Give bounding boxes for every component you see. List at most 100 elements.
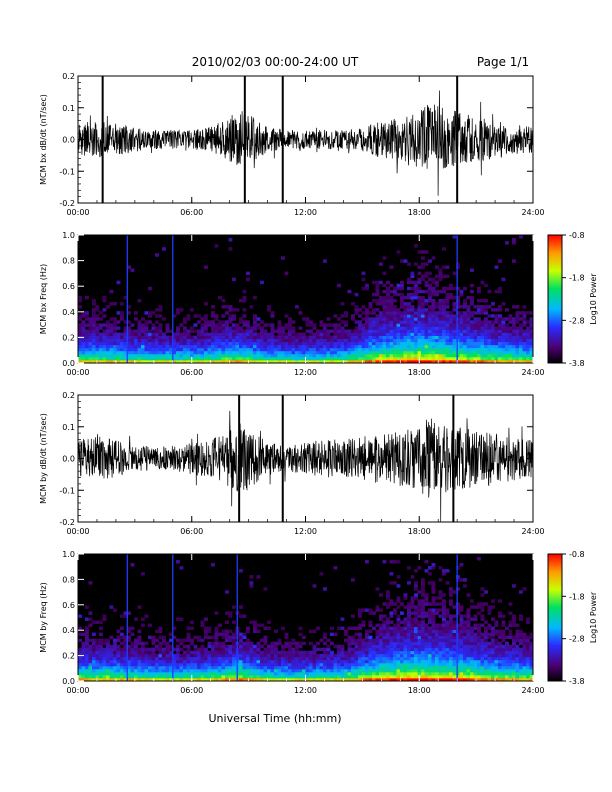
by-spectrogram-cell [239,668,243,673]
by-spectrogram-cell [526,635,530,640]
bx-spectrogram-cell [127,338,131,343]
by-spectrogram-cell [438,647,443,652]
bx-spectrogram-cell [400,320,404,324]
bx-spectrogram-cell [344,353,348,358]
by-spectrogram-cell [431,599,436,603]
bx-spectrogram-cell [480,350,485,355]
bx-spectrogram-cell [312,347,317,352]
by-spectrogram-cell [214,653,219,658]
bx-spectrogram-cell [526,350,530,355]
bx-spectrogram-cell [344,335,348,340]
by-spectrogram-cell [232,656,236,661]
bx-spectrogram-cell [473,317,478,321]
by-spectrogram-cell [319,668,324,673]
by-spectrogram-cell [309,659,313,664]
bx-spectrogram-image [78,235,534,364]
bx-spectrogram-cell [232,308,236,312]
bx-spectrogram-cell [501,356,506,361]
by-spectrogram-cell [459,647,464,652]
by-spectrogram-cell [470,644,474,649]
by-spectrogram-cell [442,569,446,573]
bx-spectrogram-cell [232,317,236,321]
by-spectrogram-cell [284,671,289,676]
bx-spectrogram-cell [400,292,404,297]
by-spectrogram-cell [480,677,485,682]
bx-spectrogram-cell [382,271,387,276]
bx-spectrogram-cell [403,305,408,309]
bx-spectrogram-cell [351,347,355,352]
by-spectrogram-cell [498,665,502,670]
by-spectrogram-cell [456,650,460,655]
bx-spectrogram-cbtick-label-2: -2.8 [569,316,585,325]
bx-spectrogram-cell [92,320,96,324]
by-spectrogram-cell [232,674,236,679]
by-spectrogram-cell [449,653,453,658]
by-spectrogram-cell [169,668,173,673]
by-spectrogram-cell [522,587,527,591]
bx-spectrogram-cell [487,314,492,318]
bx-spectrogram-cell [158,359,163,364]
bx-spectrogram-cell [284,338,289,343]
bx-spectrogram-cell [200,317,205,321]
bx-spectrogram-cell [487,356,492,361]
by-spectrogram-cell [431,629,436,634]
bx-spectrogram-cell [389,353,394,358]
bx-spectrogram-cell [487,335,492,340]
by-spectrogram-cell [410,656,415,661]
by-spectrogram-cell [165,653,170,658]
by-spectrogram-cell [95,671,100,676]
by-spectrogram-cell [340,668,345,673]
by-spectrogram-cell [375,671,380,676]
by-spectrogram-cell [183,677,187,682]
by-spectrogram-cell [88,617,93,621]
by-spectrogram-cell [249,656,254,661]
bx-spectrogram-cell [494,332,499,336]
by-spectrogram-cell [312,650,317,655]
bx-spectrogram-cell [498,347,502,352]
bx-spectrogram-cell [438,359,443,364]
by-spectrogram-cell [85,605,89,609]
bx-spectrogram-cell [130,341,135,346]
bx-spectrogram-cell [340,338,345,343]
bx-spectrogram-cell [414,289,418,294]
by-spectrogram-cell [197,662,201,667]
bx-spectrogram-cell [319,332,324,336]
by-spectrogram-cell [183,671,187,676]
bx-spectrogram-cell [281,326,285,330]
by-spectrogram-cell [501,644,506,649]
by-spectrogram-cell [169,650,173,655]
by-spectrogram-cell [372,677,376,682]
by-spectrogram-cell [298,674,303,679]
bx-spectrogram-cell [88,347,93,352]
by-spectrogram-cell [421,647,425,652]
bx-spectrogram-cell [515,326,520,330]
by-spectrogram-cell [463,584,467,588]
bx-spectrogram-cell [81,350,86,355]
by-spectrogram-cell [466,593,471,597]
by-spectrogram-cell [372,611,376,615]
bx-spectrogram-cell [470,314,474,318]
by-spectrogram-cell [389,650,394,655]
bx-spectrogram-cell [431,286,436,291]
bx-spectrogram-cell [526,356,530,361]
bx-spectrogram-cell [337,335,341,340]
by-spectrogram-cell [452,674,457,679]
by-spectrogram-cell [449,602,453,606]
by-spectrogram-cell [169,659,173,664]
by-spectrogram-cell [389,581,394,585]
bx-spectrogram-cell [242,356,247,361]
by-spectrogram-cell [372,659,376,664]
bx-spectrogram-cell [260,359,264,364]
by-spectrogram-cell [113,677,117,682]
by-spectrogram-cell [88,677,93,682]
by-spectrogram-cell [284,650,289,655]
bx-spectrogram-cell [127,329,131,333]
bx-spectrogram-cell [242,308,247,312]
by-spectrogram-cell [109,647,114,652]
bx-spectrogram-cell [123,350,128,355]
by-spectrogram-cell [344,662,348,667]
bx-spectrogram-cell [242,295,247,300]
bx-spectrogram-cell [340,302,345,306]
bx-spectrogram-cell [190,341,194,346]
bx-spectrogram-cell [151,329,156,333]
